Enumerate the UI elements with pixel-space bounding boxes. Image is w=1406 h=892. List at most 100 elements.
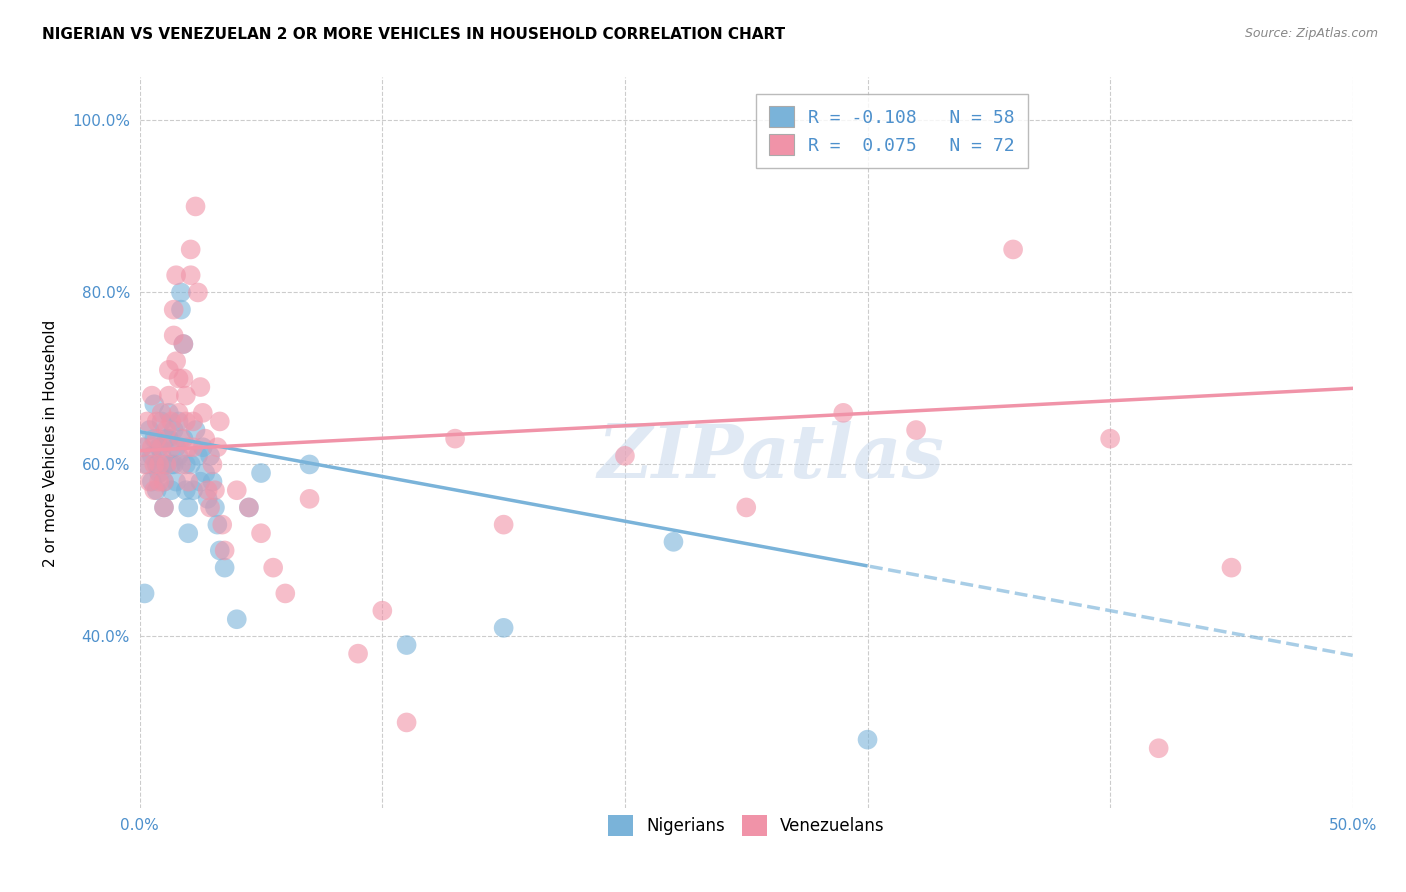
Point xyxy=(160,483,183,498)
Point xyxy=(177,526,200,541)
Point xyxy=(172,337,194,351)
Point xyxy=(832,406,855,420)
Point xyxy=(208,543,231,558)
Point xyxy=(163,458,186,472)
Point xyxy=(148,440,170,454)
Point xyxy=(207,440,229,454)
Point xyxy=(172,432,194,446)
Point xyxy=(190,475,212,489)
Point xyxy=(181,483,204,498)
Point xyxy=(197,491,219,506)
Point xyxy=(148,458,170,472)
Point xyxy=(165,440,187,454)
Point xyxy=(187,449,209,463)
Point xyxy=(201,458,224,472)
Point xyxy=(160,440,183,454)
Text: Source: ZipAtlas.com: Source: ZipAtlas.com xyxy=(1244,27,1378,40)
Point xyxy=(174,389,197,403)
Point xyxy=(180,268,202,283)
Point xyxy=(1002,243,1025,257)
Point xyxy=(150,414,173,428)
Point xyxy=(143,432,166,446)
Point xyxy=(157,389,180,403)
Point xyxy=(184,199,207,213)
Point xyxy=(150,406,173,420)
Point xyxy=(165,354,187,368)
Point xyxy=(131,440,153,454)
Point xyxy=(250,466,273,480)
Point xyxy=(145,432,167,446)
Point xyxy=(153,500,176,515)
Point xyxy=(160,458,183,472)
Point xyxy=(174,458,197,472)
Point xyxy=(174,414,197,428)
Point xyxy=(274,586,297,600)
Point xyxy=(138,475,160,489)
Point xyxy=(181,440,204,454)
Point xyxy=(157,432,180,446)
Point xyxy=(157,363,180,377)
Point xyxy=(177,475,200,489)
Point xyxy=(167,414,190,428)
Point xyxy=(194,466,217,480)
Point xyxy=(170,285,193,300)
Point xyxy=(138,423,160,437)
Point xyxy=(136,414,159,428)
Point xyxy=(155,458,177,472)
Point xyxy=(170,302,193,317)
Point xyxy=(1099,432,1122,446)
Point xyxy=(153,475,176,489)
Point xyxy=(204,500,226,515)
Point xyxy=(134,458,156,472)
Point xyxy=(148,466,170,480)
Point xyxy=(163,423,186,437)
Point xyxy=(225,483,247,498)
Point xyxy=(298,491,321,506)
Point xyxy=(856,732,879,747)
Point xyxy=(250,526,273,541)
Point xyxy=(150,449,173,463)
Point xyxy=(141,389,163,403)
Point xyxy=(143,483,166,498)
Point xyxy=(153,475,176,489)
Point xyxy=(238,500,260,515)
Point xyxy=(177,500,200,515)
Point xyxy=(371,604,394,618)
Point xyxy=(165,475,187,489)
Point xyxy=(198,500,221,515)
Point xyxy=(155,432,177,446)
Point xyxy=(174,483,197,498)
Point xyxy=(134,586,156,600)
Point xyxy=(1220,560,1243,574)
Point xyxy=(204,483,226,498)
Point xyxy=(238,500,260,515)
Point xyxy=(735,500,758,515)
Point xyxy=(207,517,229,532)
Point xyxy=(145,458,167,472)
Point xyxy=(141,440,163,454)
Point xyxy=(191,440,214,454)
Point xyxy=(145,483,167,498)
Point xyxy=(163,328,186,343)
Point xyxy=(905,423,928,437)
Point xyxy=(395,638,418,652)
Point xyxy=(177,440,200,454)
Point xyxy=(180,458,202,472)
Point xyxy=(198,449,221,463)
Point xyxy=(214,560,236,574)
Point xyxy=(492,621,515,635)
Point xyxy=(155,423,177,437)
Point xyxy=(131,440,153,454)
Point xyxy=(184,423,207,437)
Point xyxy=(214,543,236,558)
Point xyxy=(160,414,183,428)
Point xyxy=(141,475,163,489)
Point xyxy=(157,406,180,420)
Point xyxy=(208,414,231,428)
Point xyxy=(163,302,186,317)
Point xyxy=(187,285,209,300)
Point xyxy=(190,380,212,394)
Point xyxy=(148,475,170,489)
Point xyxy=(167,449,190,463)
Point xyxy=(492,517,515,532)
